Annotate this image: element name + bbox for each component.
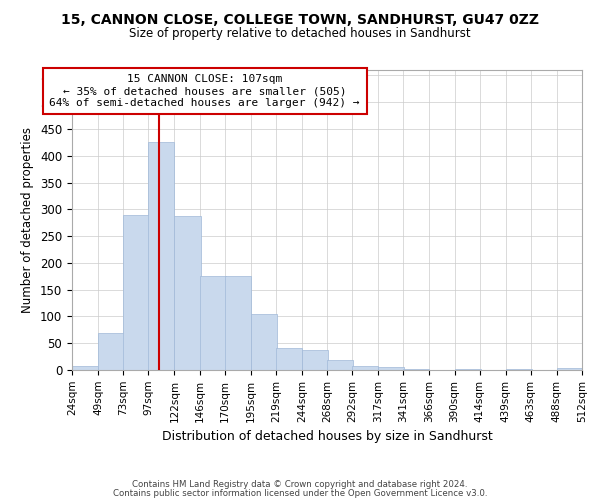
Bar (276, 348, 302, 370)
Bar (98, 332, 124, 370)
X-axis label: Distribution of detached houses by size in Sandhurst: Distribution of detached houses by size … (161, 430, 493, 443)
Bar (352, 366, 378, 370)
Bar (378, 368, 404, 370)
Text: Contains HM Land Registry data © Crown copyright and database right 2024.: Contains HM Land Registry data © Crown c… (132, 480, 468, 489)
Text: 15 CANNON CLOSE: 107sqm
← 35% of detached houses are smaller (505)
64% of semi-d: 15 CANNON CLOSE: 107sqm ← 35% of detache… (49, 74, 360, 108)
Text: Size of property relative to detached houses in Sandhurst: Size of property relative to detached ho… (129, 28, 471, 40)
Text: Contains public sector information licensed under the Open Government Licence v3: Contains public sector information licen… (113, 490, 487, 498)
Text: 15, CANNON CLOSE, COLLEGE TOWN, SANDHURST, GU47 0ZZ: 15, CANNON CLOSE, COLLEGE TOWN, SANDHURS… (61, 12, 539, 26)
Bar (200, 276, 226, 370)
Y-axis label: Number of detached properties: Number of detached properties (22, 127, 34, 313)
Bar (455, 369, 481, 370)
Bar (175, 216, 200, 370)
Bar (224, 276, 251, 370)
Bar (123, 214, 149, 370)
Bar (557, 368, 583, 370)
Bar (403, 369, 430, 370)
Bar (327, 360, 353, 370)
Bar (251, 314, 277, 370)
Bar (302, 350, 328, 370)
Bar (148, 142, 175, 370)
Bar (72, 366, 98, 370)
